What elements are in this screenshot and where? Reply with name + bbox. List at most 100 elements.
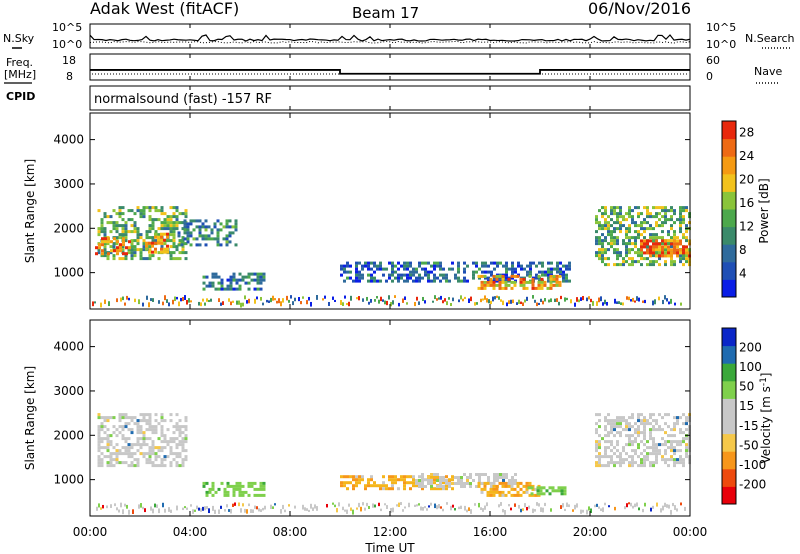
echo-cell	[640, 458, 643, 462]
echo-cell	[424, 270, 427, 274]
echo-cell	[616, 239, 619, 243]
echo-cell	[142, 245, 146, 249]
echo-cell	[177, 234, 181, 238]
echo-cell	[680, 502, 682, 506]
echo-cell	[492, 484, 496, 488]
echo-cell	[222, 237, 226, 241]
echo-cell	[595, 221, 598, 225]
echo-cell	[458, 299, 460, 303]
echo-cell	[170, 509, 172, 513]
echo-cell	[109, 215, 113, 219]
echo-cell	[481, 473, 484, 476]
echo-cell	[157, 238, 160, 242]
echo-cell	[604, 251, 607, 255]
echo-cell	[358, 296, 360, 301]
echo-cell	[198, 243, 202, 247]
echo-cell	[463, 276, 466, 280]
echo-cell	[607, 455, 610, 459]
echo-cell	[670, 251, 673, 255]
echo-cell	[205, 493, 209, 497]
echo-cell	[160, 440, 164, 444]
echo-cell	[634, 242, 637, 246]
echo-cell	[616, 248, 619, 252]
echo-cell	[607, 233, 610, 237]
echo-cell	[628, 227, 631, 231]
echo-cell	[646, 419, 649, 423]
echo-cell	[163, 221, 167, 225]
echo-cell	[151, 227, 155, 231]
echo-cell	[175, 443, 179, 447]
echo-cell	[139, 212, 143, 216]
echo-cell	[406, 261, 409, 265]
echo-cell	[174, 296, 176, 302]
echo-cell	[470, 509, 472, 514]
echo-cell	[181, 212, 185, 216]
echo-cell	[421, 473, 424, 476]
echo-cell	[673, 461, 676, 465]
echo-cell	[652, 248, 655, 252]
echo-cell	[154, 413, 158, 417]
echo-cell	[664, 449, 667, 453]
echo-cell	[259, 487, 263, 491]
echo-cell	[379, 264, 382, 268]
echo-cell	[136, 248, 140, 252]
echo-cell	[121, 428, 125, 432]
echo-cell	[619, 464, 622, 468]
echo-cell	[640, 251, 643, 255]
echo-cell	[598, 425, 601, 429]
echo-cell	[106, 419, 110, 423]
echo-cell	[151, 254, 155, 258]
echo-cell	[346, 261, 349, 265]
echo-cell	[655, 452, 658, 456]
echo-cell	[480, 487, 484, 491]
echo-cell	[670, 434, 673, 438]
echo-cell	[340, 267, 343, 271]
echo-cell	[620, 302, 622, 306]
echo-cell	[550, 298, 552, 303]
echo-cell	[616, 227, 619, 231]
echo-cell	[356, 297, 358, 300]
echo-cell	[513, 274, 517, 278]
echo-cell	[454, 476, 457, 479]
echo-cell	[133, 458, 137, 462]
echo-cell	[655, 449, 658, 453]
echo-cell	[235, 484, 239, 488]
echo-cell	[643, 443, 646, 447]
echo-cell	[374, 299, 376, 302]
echo-cell	[557, 486, 561, 490]
echo-cell	[512, 299, 514, 304]
echo-cell	[96, 506, 98, 511]
echo-cell	[136, 236, 140, 240]
echo-cell	[151, 440, 155, 444]
echo-cell	[343, 267, 346, 271]
echo-cell	[349, 264, 352, 268]
echo-cell	[97, 434, 101, 438]
echo-cell	[628, 416, 631, 420]
echo-cell	[144, 508, 146, 513]
echo-cell	[136, 431, 140, 435]
echo-cell	[430, 270, 433, 274]
echo-cell	[514, 479, 517, 482]
echo-cell	[445, 487, 448, 491]
echo-cell	[172, 224, 176, 228]
echo-cell	[355, 484, 358, 488]
echo-cell	[679, 212, 682, 216]
y-tick-label: 1000	[53, 473, 84, 487]
echo-cell	[679, 227, 682, 231]
echo-cell	[169, 227, 173, 231]
echo-cell	[436, 475, 439, 479]
echo-cell	[394, 264, 397, 268]
echo-cell	[547, 279, 550, 283]
echo-cell	[118, 419, 122, 423]
echo-cell	[562, 503, 564, 508]
echo-cell	[130, 443, 134, 447]
echo-cell	[595, 428, 598, 432]
echo-cell	[350, 507, 352, 511]
echo-cell	[204, 243, 208, 247]
echo-cell	[685, 260, 688, 264]
time-axis-label: Time UT	[364, 541, 415, 554]
echo-cell	[570, 299, 572, 304]
echo-cell	[494, 296, 496, 300]
echo-cell	[97, 449, 101, 453]
colorbar-frame	[721, 120, 737, 298]
